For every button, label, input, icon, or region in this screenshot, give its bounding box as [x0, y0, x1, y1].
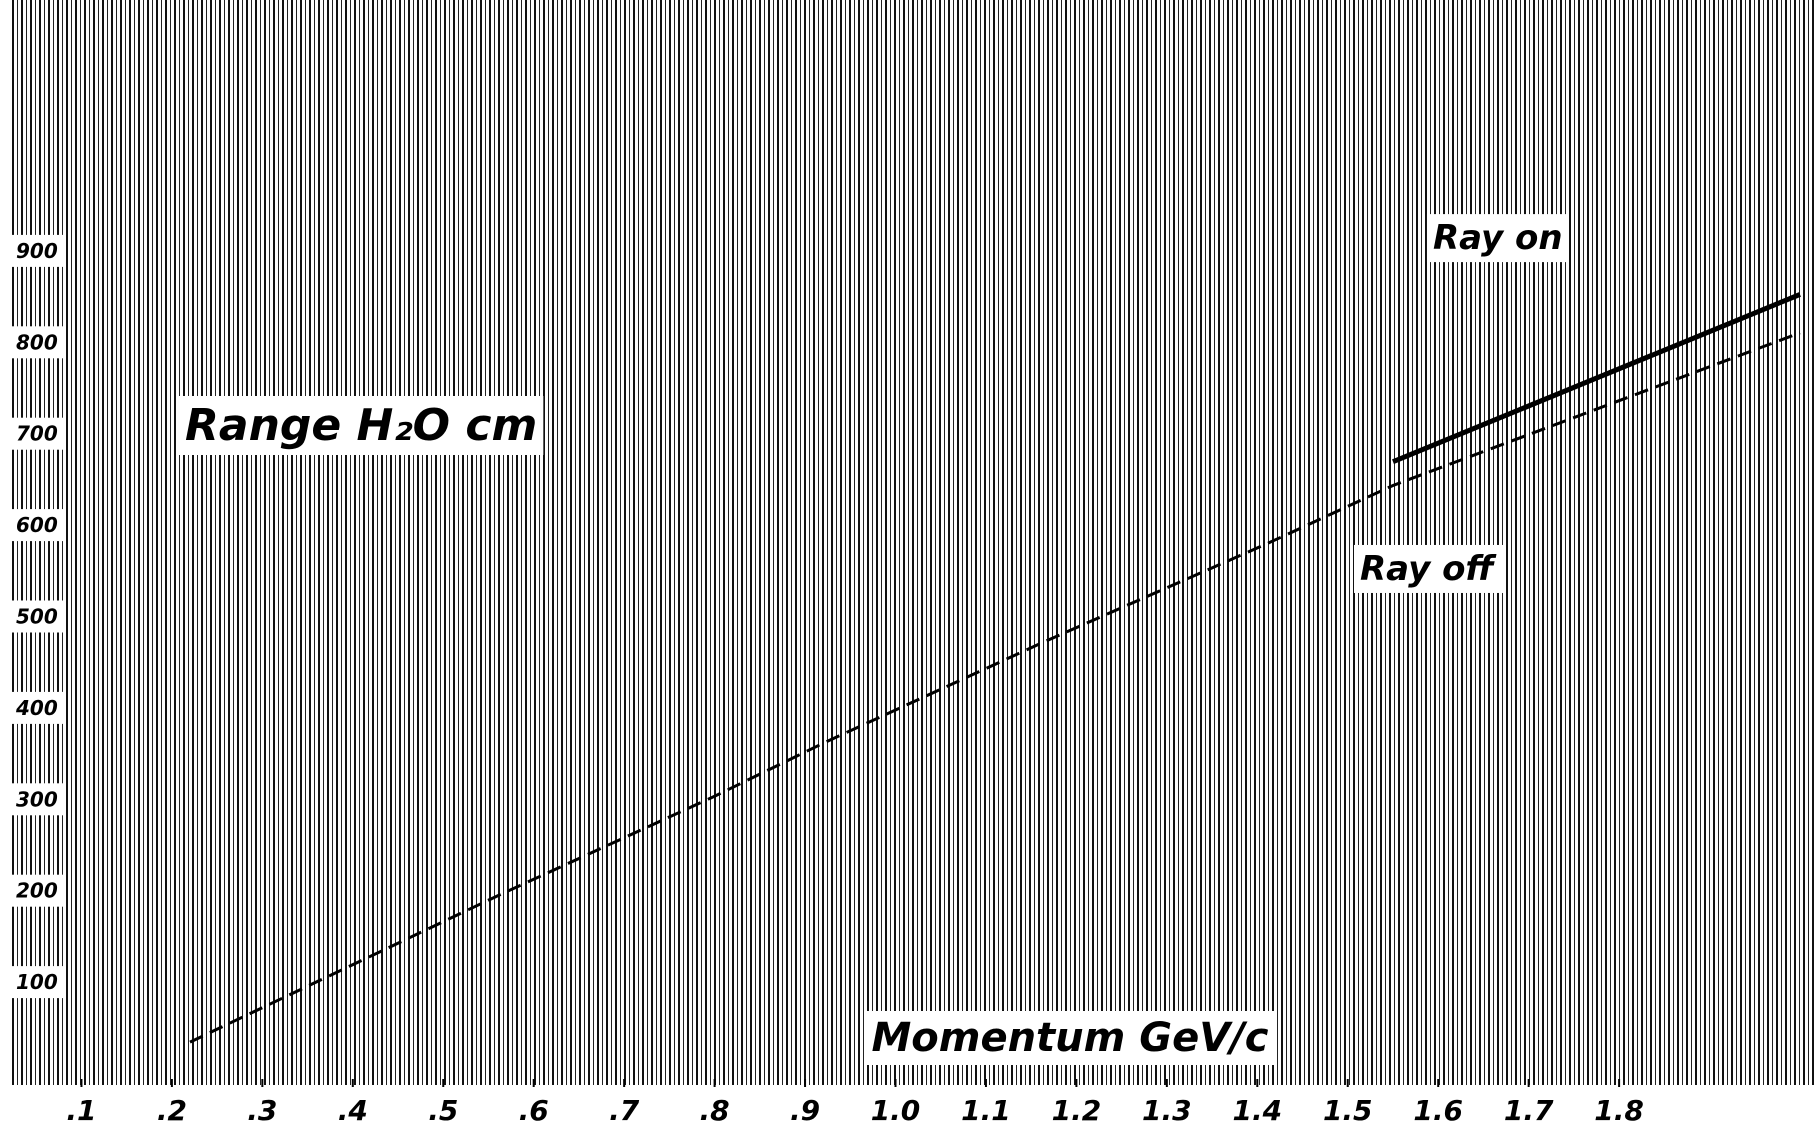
x-tick-label: 1.1: [961, 1094, 1011, 1127]
x-tick-label: 1.0: [871, 1094, 921, 1127]
x-tick-label: 1.2: [1052, 1094, 1102, 1127]
y-tick-label: 600: [16, 513, 58, 537]
y-tick-label: 100: [16, 970, 58, 994]
x-tick-label: 1.3: [1142, 1094, 1192, 1127]
x-tick-label: .6: [519, 1094, 549, 1127]
x-tick-label: .9: [790, 1094, 820, 1127]
x-tick-label: .8: [700, 1094, 730, 1127]
y-tick-label: 500: [16, 605, 58, 629]
series-label: Ray off: [1360, 549, 1497, 589]
y-tick-label: 400: [15, 696, 58, 720]
x-tick-label: .4: [338, 1094, 368, 1127]
y-axis-label: Range H₂O cm: [185, 400, 537, 451]
x-tick-label: .2: [157, 1094, 187, 1127]
x-tick-label: .7: [609, 1094, 640, 1127]
x-tick-label: 1.5: [1323, 1094, 1373, 1127]
y-tick-label: 200: [16, 879, 58, 903]
series-line: [1393, 294, 1800, 461]
y-tick-label: 900: [16, 239, 58, 263]
series-label: Ray on: [1433, 218, 1563, 258]
x-tick-label: .1: [66, 1094, 96, 1127]
x-tick-label: .3: [247, 1094, 277, 1127]
x-tick-label: .5: [428, 1094, 458, 1127]
y-tick-label: 300: [16, 787, 58, 811]
x-tick-label: 1.6: [1413, 1094, 1463, 1127]
x-tick-label: 1.8: [1594, 1094, 1644, 1127]
page: 100 200 300 400 500 600 700 800 900 .1 .2 .3 .4 .5 .6.…: [0, 0, 1816, 1139]
x-tick-label: 1.7: [1504, 1094, 1554, 1127]
chart: 100 200 300 400 500 600 700 800 900 .1 .2 .3 .4 .5 .6.…: [0, 0, 1816, 1139]
x-axis-label: Momentum GeV/c: [871, 1015, 1268, 1061]
y-tick-label: 700: [16, 422, 58, 446]
x-tick-label: 1.4: [1232, 1094, 1282, 1127]
y-tick-label: 800: [16, 330, 58, 354]
